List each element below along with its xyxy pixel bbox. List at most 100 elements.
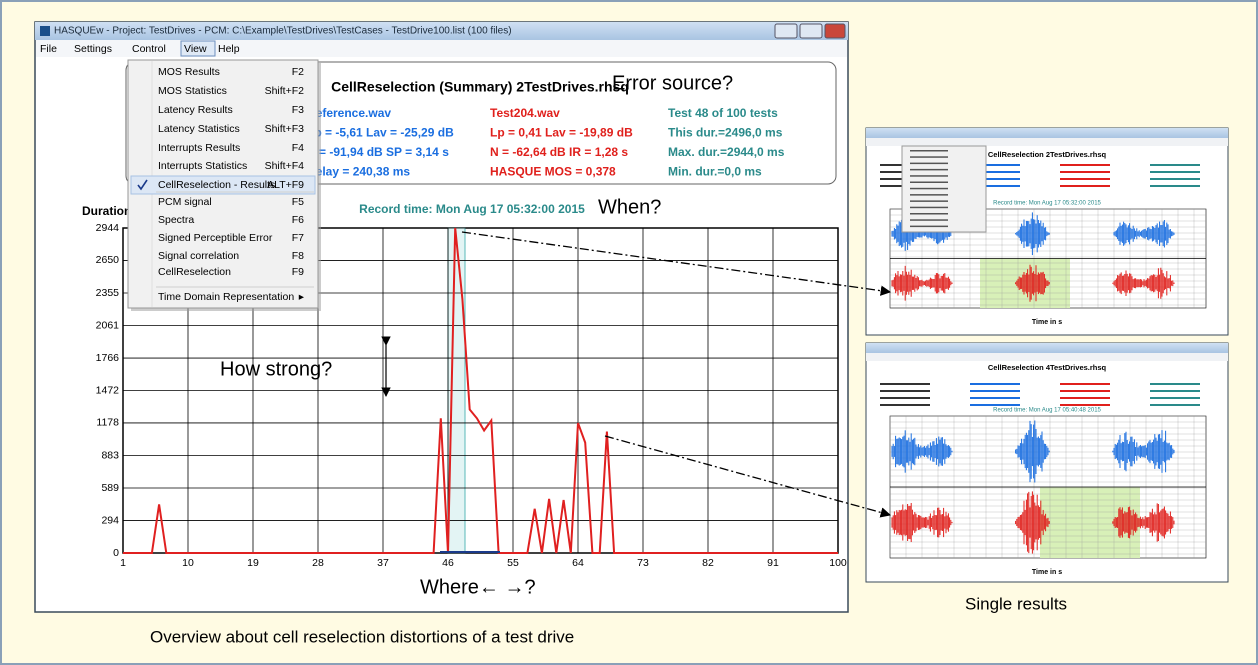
y-axis-label: Duration [82, 204, 131, 218]
window-button[interactable] [825, 24, 845, 38]
annotation: How strong? [220, 358, 332, 380]
dropdown-item[interactable]: Latency Statistics [158, 123, 240, 135]
x-tick-label: 1 [120, 557, 126, 569]
thumb-text-line [1060, 390, 1110, 392]
menu-item[interactable]: View [184, 43, 207, 55]
thumb-text-line [970, 397, 1020, 399]
window-button[interactable] [775, 24, 797, 38]
thumb-text-line [1150, 171, 1200, 173]
thumb-text-line [1060, 383, 1110, 385]
dropdown-item[interactable]: PCM signal [158, 196, 212, 208]
x-tick-label: 64 [572, 557, 584, 569]
y-tick-label: 1472 [96, 384, 120, 396]
thumb-dropdown-line [910, 194, 948, 196]
dropdown-item[interactable]: Interrupts Results [158, 142, 240, 154]
thumb-dropdown-line [910, 169, 948, 171]
thumb-text-line [1150, 178, 1200, 180]
thumb-dropdown-line [910, 200, 948, 202]
dropdown-item[interactable]: Signal correlation [158, 250, 239, 262]
thumb-text-line [1150, 383, 1200, 385]
y-tick-label: 2355 [96, 287, 120, 299]
thumb-dropdown-line [910, 156, 948, 158]
x-tick-label: 55 [507, 557, 519, 569]
thumb-title: CellReselection 2TestDrives.rhsq [988, 150, 1107, 159]
x-tick-label: 46 [442, 557, 454, 569]
dropdown-shortcut: F7 [292, 232, 304, 244]
summary-line: Test 48 of 100 tests [668, 106, 778, 120]
y-tick-label: 0 [113, 547, 119, 559]
menu-item[interactable]: Control [132, 43, 166, 55]
thumb-text-line [880, 390, 930, 392]
thumb-text-line [970, 404, 1020, 406]
thumb-dropdown-line [910, 150, 948, 152]
dropdown-item[interactable]: Spectra [158, 214, 194, 226]
thumb-dropdown-line [910, 188, 948, 190]
y-tick-label: 1178 [96, 417, 119, 429]
thumb-text-line [1060, 397, 1110, 399]
dropdown-item[interactable]: Latency Results [158, 104, 233, 116]
thumb-menu-bar [866, 353, 1228, 361]
thumb-text-line [880, 397, 930, 399]
dropdown-item[interactable]: Interrupts Statistics [158, 160, 247, 172]
record-time: Record time: Mon Aug 17 05:32:00 2015 [359, 202, 585, 216]
thumb-text-line [1060, 164, 1110, 166]
thumb-text-line [1150, 185, 1200, 187]
thumb-x-label: Time in s [1032, 319, 1062, 326]
thumb-text-line [1150, 397, 1200, 399]
dropdown-shortcut: F3 [292, 104, 304, 116]
thumb-x-label: Time in s [1032, 569, 1062, 576]
thumb-text-line [1060, 171, 1110, 173]
x-tick-label: 100 [829, 557, 847, 569]
summary-line: Min. dur.=0,0 ms [668, 165, 762, 179]
menu-item[interactable]: Help [218, 43, 240, 55]
thumb-text-line [880, 404, 930, 406]
summary-line: Max. dur.=2944,0 ms [668, 145, 785, 159]
thumb-text-line [970, 390, 1020, 392]
dropdown-item[interactable]: CellReselection [158, 266, 231, 278]
thumb-menu-bar [866, 138, 1228, 146]
thumb-text-line [970, 383, 1020, 385]
thumb-dropdown-line [910, 213, 948, 215]
dropdown-item[interactable]: Time Domain Representation [158, 291, 294, 303]
thumb-text-line [1150, 390, 1200, 392]
summary-title: CellReselection (Summary) 2TestDrives.rh… [331, 79, 629, 95]
y-tick-label: 2944 [96, 222, 120, 234]
dropdown-shortcut: F4 [292, 142, 304, 154]
dropdown-shortcut: ALT+F9 [267, 179, 304, 191]
x-tick-label: 73 [637, 557, 649, 569]
x-tick-label: 19 [247, 557, 259, 569]
summary-line: N = -62,64 dB IR = 1,28 s [490, 145, 628, 159]
window-button[interactable] [800, 24, 822, 38]
dropdown-item[interactable]: CellReselection - Results [158, 179, 275, 191]
menu-item[interactable]: Settings [74, 43, 112, 55]
dropdown-item[interactable]: Signed Perceptible Error [158, 232, 273, 244]
summary-line: Delay = 240,38 ms [307, 165, 410, 179]
dropdown-item[interactable]: MOS Statistics [158, 85, 227, 97]
y-tick-label: 2650 [96, 254, 120, 266]
dropdown-item[interactable]: MOS Results [158, 66, 220, 78]
thumbnail: CellReselection 4TestDrives.rhsqRecord t… [866, 343, 1228, 582]
dropdown-shortcut: F9 [292, 266, 304, 278]
x-tick-label: 82 [702, 557, 714, 569]
dropdown-shortcut: Shift+F2 [265, 85, 305, 97]
thumb-title-bar [866, 343, 1228, 353]
thumb-dropdown-line [910, 226, 948, 228]
x-tick-label: 91 [767, 557, 779, 569]
thumb-record-time: Record time: Mon Aug 17 05:32:00 2015 [993, 201, 1101, 207]
dropdown-shortcut: Shift+F3 [265, 123, 305, 135]
summary-line: Lp = -5,61 Lav = -25,29 dB [307, 126, 454, 140]
x-tick-label: 37 [377, 557, 389, 569]
menu-item[interactable]: File [40, 43, 57, 55]
x-tick-label: 10 [182, 557, 194, 569]
page: HASQUEw - Project: TestDrives - PCM: C:\… [0, 0, 1258, 665]
thumb-dropdown-line [910, 219, 948, 221]
dropdown-shortcut: Shift+F4 [265, 160, 305, 172]
thumb-text-line [1060, 178, 1110, 180]
window-title: HASQUEw - Project: TestDrives - PCM: C:\… [54, 26, 512, 37]
thumb-text-line [1150, 164, 1200, 166]
y-tick-label: 1766 [96, 352, 120, 364]
thumb-text-line [1150, 404, 1200, 406]
x-tick-label: 28 [312, 557, 324, 569]
dropdown-shortcut: F5 [292, 196, 304, 208]
y-tick-label: 589 [101, 482, 119, 494]
